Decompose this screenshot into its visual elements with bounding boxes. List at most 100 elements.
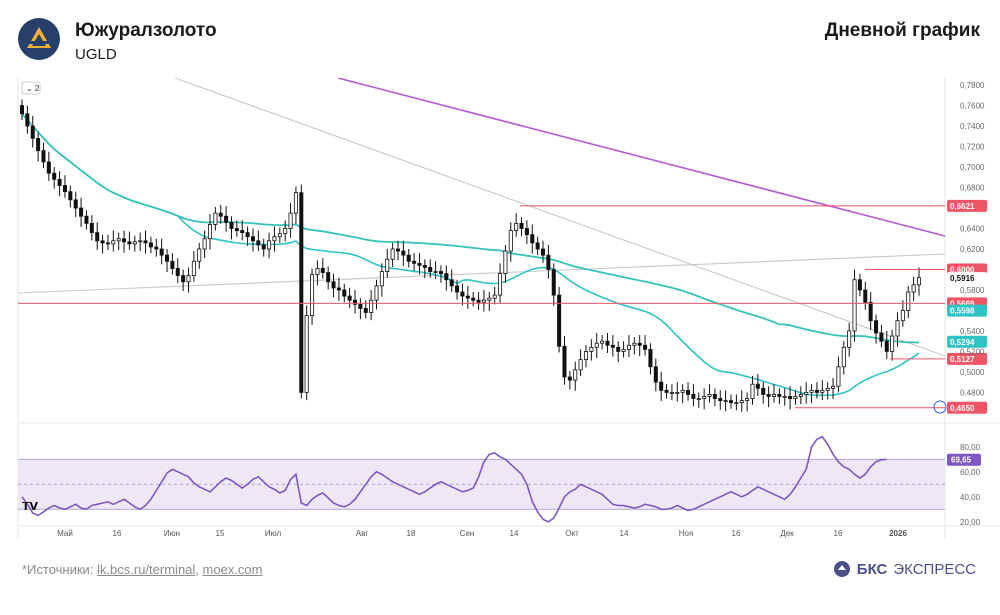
candle-body [245, 232, 250, 238]
source-link-2[interactable]: moex.com [202, 562, 263, 577]
brand-bold: БКС [856, 560, 888, 578]
candle-body [777, 394, 782, 397]
x-tick-label: 15 [216, 529, 225, 538]
candle-body [57, 178, 62, 186]
candle-body [369, 299, 374, 313]
level-label: 0,6000 [950, 265, 975, 274]
candle-body [218, 212, 223, 217]
candle-body [820, 389, 825, 393]
candle-body [487, 297, 492, 301]
candle-body [600, 340, 605, 344]
company-logo-icon [18, 18, 60, 60]
price-tick-label: 0,7200 [960, 143, 985, 152]
alert-lightning-icon [933, 400, 947, 414]
candle-body [718, 398, 723, 401]
candle-body [868, 301, 873, 322]
candle-body [884, 340, 889, 352]
candle-body [750, 383, 755, 399]
candle-body [841, 346, 846, 368]
candle-body [514, 222, 519, 231]
moving-average-layer [21, 113, 920, 397]
candle-body [95, 232, 100, 242]
candle-body [46, 161, 51, 174]
candle-body [524, 228, 529, 236]
series-badge [21, 81, 41, 95]
candle-body [680, 389, 685, 393]
price-tick-label: 0,5800 [960, 286, 985, 295]
price-tick-label: 0,5000 [960, 368, 985, 377]
price-tick-label: 0,7400 [960, 122, 985, 131]
rsi-tick-label: 40,00 [960, 493, 981, 502]
candle-body [89, 222, 94, 234]
candle-layer [19, 99, 922, 412]
candle-body [712, 394, 717, 399]
candle-body [288, 212, 293, 229]
candle-body [707, 394, 712, 397]
candle-body [170, 260, 175, 269]
candle-body [911, 284, 916, 293]
candle-body [519, 222, 524, 229]
x-tick-label: 16 [113, 529, 122, 538]
candle-body [62, 185, 67, 193]
candle-body [895, 320, 900, 337]
candle-body [589, 346, 594, 352]
x-tick-label: 14 [620, 529, 629, 538]
candle-body [653, 366, 658, 383]
candle-body [331, 281, 336, 289]
candle-body [594, 342, 599, 348]
moving-average-slow [21, 113, 920, 344]
series-badge-label: ⌄ 2 [26, 84, 40, 93]
candle-body [19, 105, 25, 115]
x-tick-label: 18 [407, 529, 416, 538]
candle-body [401, 250, 406, 256]
candle-body [272, 236, 277, 242]
candle-body [481, 299, 486, 303]
candle-body [739, 400, 744, 404]
candle-body [874, 320, 879, 334]
candle-body [197, 248, 202, 262]
candle-body [138, 240, 143, 243]
level-label-box [947, 199, 987, 212]
level-label-box [947, 401, 987, 414]
level-label-box [947, 272, 987, 285]
trendline-descending-gray [174, 78, 946, 357]
candle-body [390, 248, 395, 260]
candle-body [36, 137, 41, 152]
candle-body [535, 242, 540, 250]
candle-body [573, 369, 578, 381]
candle-body [261, 244, 266, 250]
candle-body [191, 260, 196, 277]
x-tick-label: Июл [265, 529, 282, 538]
tradingview-logo-icon: 𝗧𝗩 [22, 501, 39, 513]
candle-body [342, 289, 347, 297]
candle-body [336, 287, 341, 291]
source-link-1[interactable]: lk.bcs.ru/terminal [97, 562, 196, 577]
candle-body [111, 240, 116, 245]
level-label: 0,5916 [950, 274, 975, 283]
x-tick-label: 2026 [889, 529, 907, 538]
candle-body [283, 228, 288, 235]
candle-body [814, 389, 819, 393]
candle-body [637, 342, 642, 346]
brand-rest: ЭКСПРЕСС [893, 560, 976, 578]
candle-body [154, 246, 159, 250]
candle-body [202, 238, 207, 250]
candle-body [116, 238, 121, 242]
candle-body [696, 398, 701, 400]
rsi-tick-label: 80,00 [960, 443, 981, 452]
candle-body [460, 291, 465, 297]
x-tick-label: 16 [834, 529, 843, 538]
candle-body [669, 391, 674, 394]
candle-body [175, 268, 180, 277]
candle-body [165, 254, 170, 262]
candle-body [127, 241, 132, 245]
level-label: 0,5598 [950, 307, 975, 316]
candle-body [186, 275, 191, 283]
price-tick-label: 0,7600 [960, 102, 985, 111]
candle-body [320, 268, 325, 273]
candle-body [745, 398, 750, 401]
candle-body [30, 125, 35, 139]
candle-body [530, 234, 535, 244]
candle-body [326, 272, 331, 283]
